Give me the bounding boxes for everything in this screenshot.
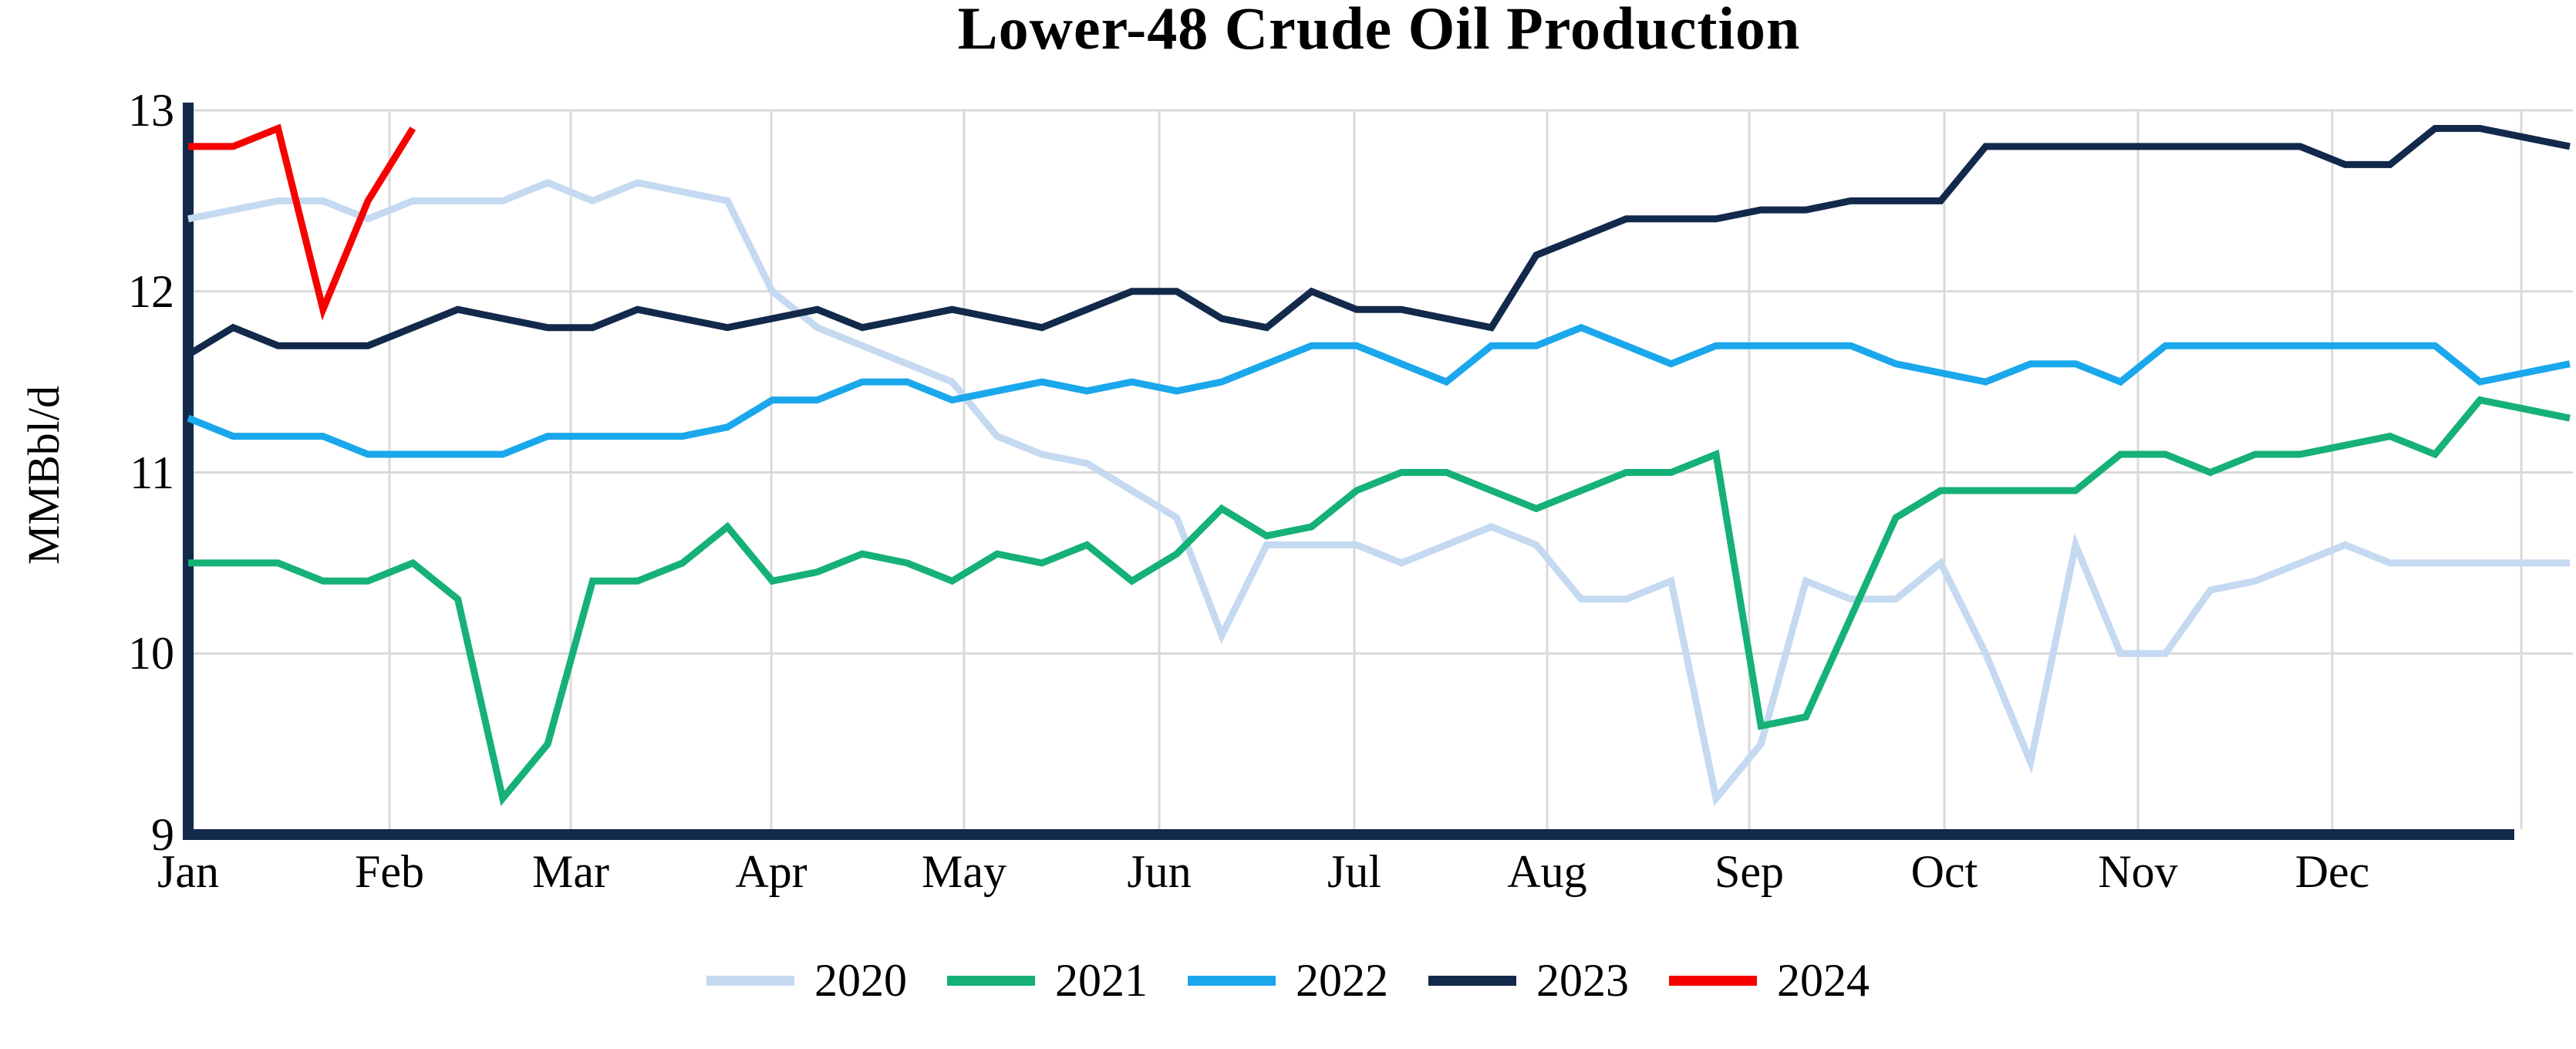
legend-label-2022: 2022 <box>1296 955 1388 1006</box>
legend-label-2020: 2020 <box>814 955 907 1006</box>
x-axis-line <box>183 829 2514 840</box>
x-tick-label-aug: Aug <box>1507 846 1587 897</box>
legend-swatch-2022 <box>1188 975 1276 986</box>
x-tick-label-mar: Mar <box>532 846 609 897</box>
legend-label-2021: 2021 <box>1055 955 1148 1006</box>
legend-item-2023: 2023 <box>1428 955 1629 1006</box>
x-tick-label-feb: Feb <box>355 846 424 897</box>
y-tick-label-10: 10 <box>128 628 174 680</box>
x-tick-label-jun: Jun <box>1127 846 1192 897</box>
legend-swatch-2021 <box>947 975 1035 986</box>
x-tick-label-nov: Nov <box>2098 846 2178 897</box>
series-line-2020 <box>187 179 2570 807</box>
series-line-2023 <box>186 125 2571 358</box>
x-tick-label-dec: Dec <box>2294 846 2370 897</box>
series-line-2021 <box>188 396 2571 807</box>
x-tick-label-apr: Apr <box>735 846 808 897</box>
x-tick-label-jul: Jul <box>1327 846 1382 897</box>
legend-item-2020: 2020 <box>706 955 907 1006</box>
y-tick-label-9: 9 <box>151 809 174 860</box>
legend: 2020 2021 2022 2023 2024 <box>0 955 2576 1006</box>
y-tick-label-12: 12 <box>128 265 174 317</box>
legend-swatch-2023 <box>1428 975 1516 986</box>
legend-swatch-2024 <box>1669 975 1757 986</box>
y-axis-line <box>183 103 194 840</box>
series-line-2024 <box>188 123 416 321</box>
legend-item-2024: 2024 <box>1669 955 1870 1006</box>
chart-title: Lower-48 Crude Oil Production <box>957 0 1801 62</box>
y-tick-label-11: 11 <box>130 447 174 498</box>
series-line-2022 <box>187 323 2571 458</box>
x-tick-label-oct: Oct <box>1910 846 1978 897</box>
x-tick-label-jan: Jan <box>157 846 219 897</box>
x-tick-label-may: May <box>922 846 1006 897</box>
legend-item-2022: 2022 <box>1188 955 1388 1006</box>
legend-label-2023: 2023 <box>1536 955 1629 1006</box>
y-tick-label-13: 13 <box>128 85 174 136</box>
legend-item-2021: 2021 <box>947 955 1148 1006</box>
legend-swatch-2020 <box>706 975 794 986</box>
x-tick-label-sep: Sep <box>1715 846 1784 897</box>
legend-label-2024: 2024 <box>1777 955 1870 1006</box>
